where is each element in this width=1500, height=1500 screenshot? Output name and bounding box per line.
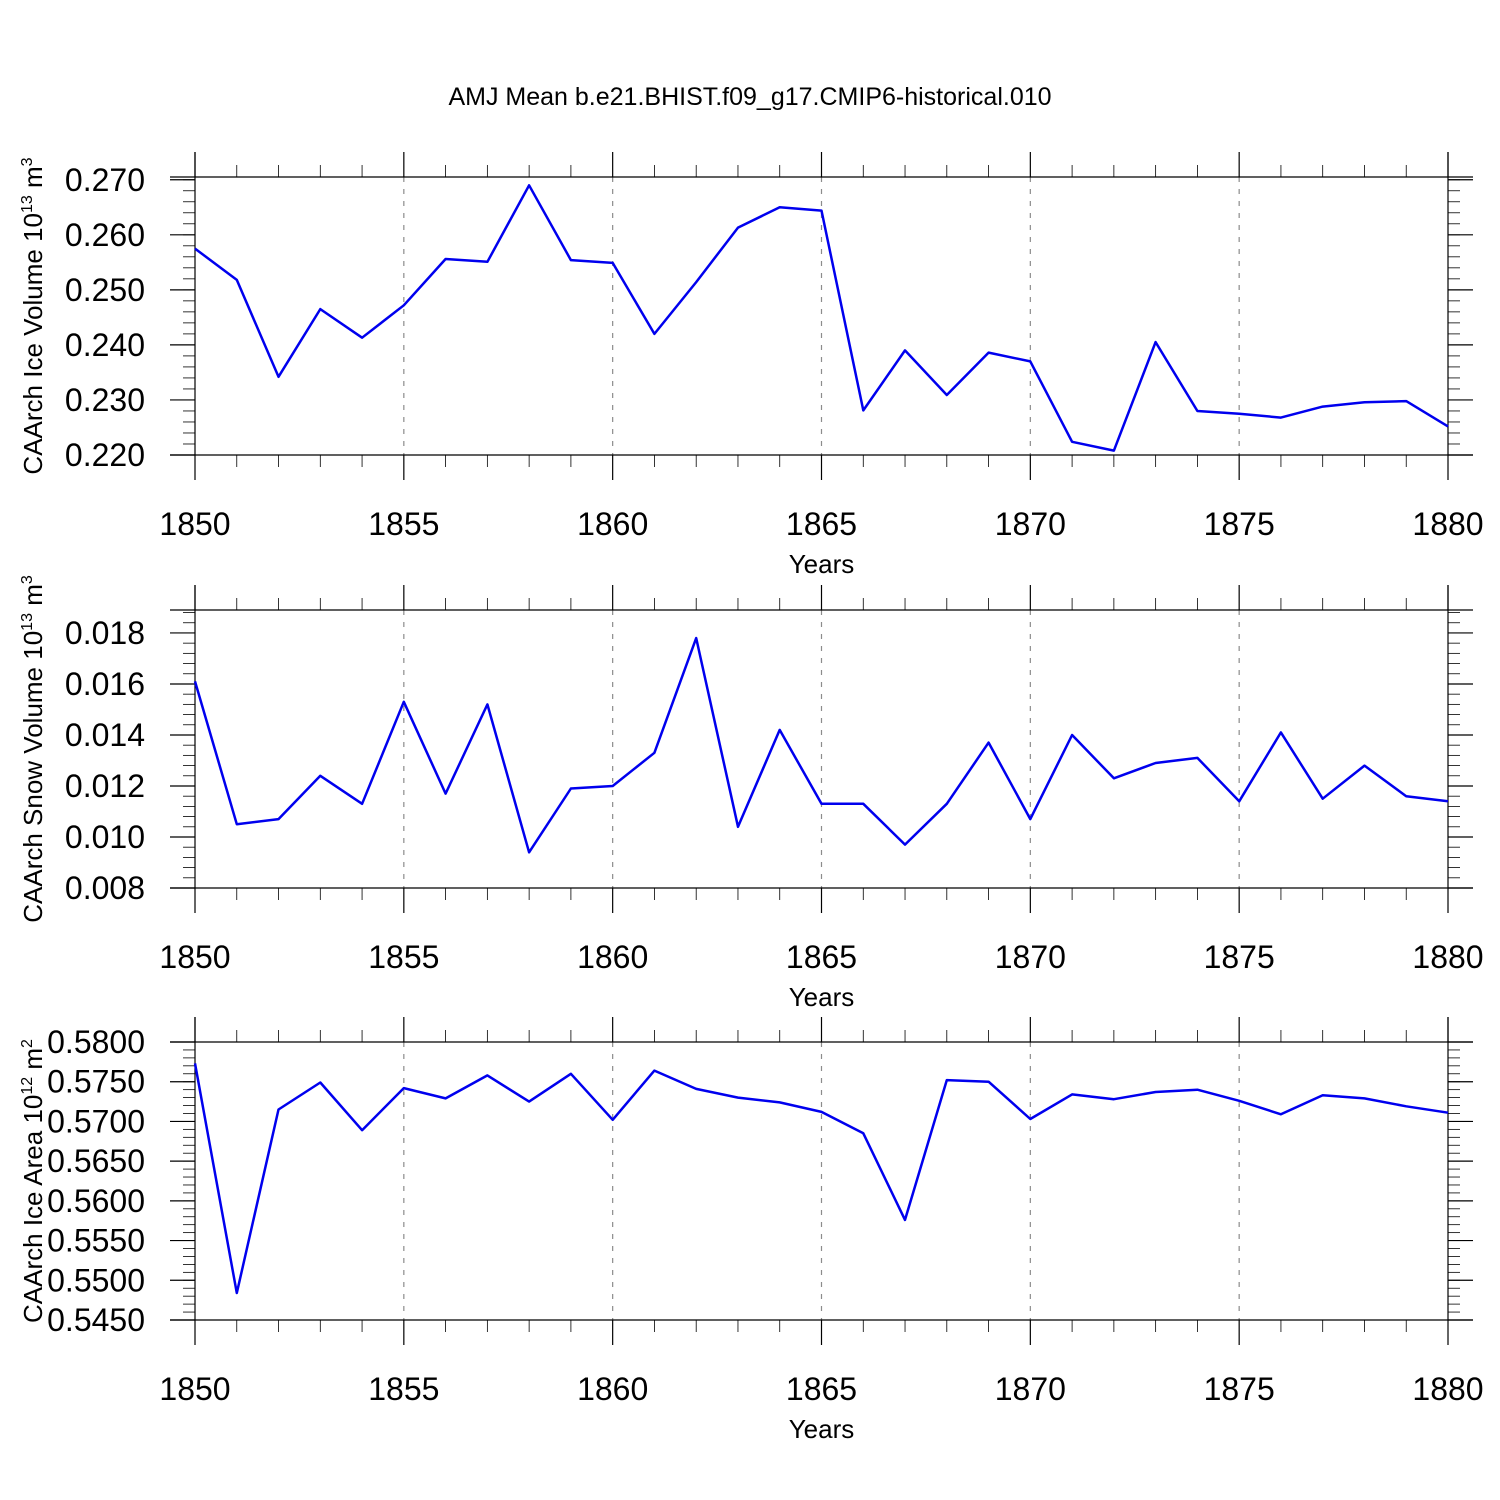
y-tick-label: 0.014 (65, 717, 145, 753)
y-axis-label-unit: m (18, 166, 48, 195)
x-tick-label: 1875 (1204, 939, 1275, 975)
x-axis-label: Years (789, 549, 855, 579)
series-line (193, 636, 1449, 854)
y-axis-label: CAArch Ice Volume 1013 m3 (18, 157, 48, 474)
x-tick-label: 1860 (577, 506, 648, 542)
chart-title: AMJ Mean b.e21.BHIST.f09_g17.CMIP6-histo… (448, 83, 1051, 111)
x-tick-label: 1865 (786, 506, 857, 542)
y-tick-label: 0.5600 (47, 1183, 145, 1219)
x-tick-label: 1880 (1412, 506, 1483, 542)
x-tick-label: 1870 (995, 506, 1066, 542)
y-tick-label: 0.012 (65, 768, 145, 804)
panels: 1850 1855 1860 1865 1870 1875 1880 0.220 0.230 0.… (18, 152, 1484, 1444)
y-axis-label-exponent: 12 (19, 1077, 36, 1095)
x-tick-label: 1860 (577, 939, 648, 975)
y-tick-label: 0.270 (65, 162, 145, 198)
x-tick-label: 1855 (368, 506, 439, 542)
y-tick-label: 0.5750 (47, 1064, 145, 1100)
y-axis-label: CAArch Ice Area 1012 m2 (18, 1039, 48, 1323)
panel-2: 1850 1855 1860 1865 1870 1875 1880 0.008 0.010 0.… (18, 575, 1484, 1012)
x-axis-label: Years (789, 982, 855, 1012)
y-axis-label-unit-exponent: 3 (19, 575, 36, 584)
x-tick-label: 1870 (995, 1371, 1066, 1407)
y-axis-label: CAArch Snow Volume 1013 m3 (18, 575, 48, 923)
y-tick-label: 0.5500 (47, 1262, 145, 1298)
y-tick-label: 0.010 (65, 819, 145, 855)
x-tick-label: 1880 (1412, 939, 1483, 975)
x-axis-label: Years (789, 1414, 855, 1444)
y-tick-label: 0.230 (65, 382, 145, 418)
x-tick-label: 1865 (786, 1371, 857, 1407)
y-axis-label-unit: m (18, 1048, 48, 1077)
x-tick-label: 1850 (159, 1371, 230, 1407)
x-tick-label: 1850 (159, 939, 230, 975)
y-tick-label: 0.260 (65, 217, 145, 253)
x-tick-label: 1875 (1204, 506, 1275, 542)
y-tick-label: 0.5550 (47, 1223, 145, 1259)
y-axis-label-text: CAArch Ice Volume 10 (18, 213, 48, 475)
y-tick-label: 0.5650 (47, 1143, 145, 1179)
y-axis-label-text: CAArch Ice Area 10 (18, 1095, 48, 1323)
x-tick-label: 1870 (995, 939, 1066, 975)
y-axis-label-unit: m (18, 584, 48, 613)
x-tick-label: 1865 (786, 939, 857, 975)
y-tick-label: 0.220 (65, 437, 145, 473)
y-tick-label: 0.250 (65, 272, 145, 308)
series-line (193, 1063, 1449, 1295)
y-axis-label-unit-exponent: 2 (19, 1039, 36, 1048)
x-tick-label: 1875 (1204, 1371, 1275, 1407)
x-tick-label: 1860 (577, 1371, 648, 1407)
y-tick-label: 0.018 (65, 615, 145, 651)
series-line (194, 184, 1449, 452)
panel-1: 1850 1855 1860 1865 1870 1875 1880 0.220 0.230 0.… (18, 152, 1484, 579)
x-tick-label: 1850 (159, 506, 230, 542)
y-axis-label-unit-exponent: 3 (19, 157, 36, 166)
y-axis-label-exponent: 13 (19, 195, 36, 213)
y-tick-label: 0.240 (65, 327, 145, 363)
panel-3: 1850 1855 1860 1865 1870 1875 1880 0.5450 0.5500… (18, 1017, 1484, 1444)
x-tick-label: 1855 (368, 939, 439, 975)
y-axis-label-text: CAArch Snow Volume 10 (18, 631, 48, 923)
x-tick-label: 1855 (368, 1371, 439, 1407)
y-tick-label: 0.5450 (47, 1302, 145, 1338)
y-tick-label: 0.008 (65, 870, 145, 906)
y-tick-label: 0.5700 (47, 1103, 145, 1139)
y-tick-label: 0.5800 (47, 1024, 145, 1060)
y-axis-label-exponent: 13 (19, 613, 36, 631)
y-tick-label: 0.016 (65, 666, 145, 702)
x-tick-label: 1880 (1412, 1371, 1483, 1407)
